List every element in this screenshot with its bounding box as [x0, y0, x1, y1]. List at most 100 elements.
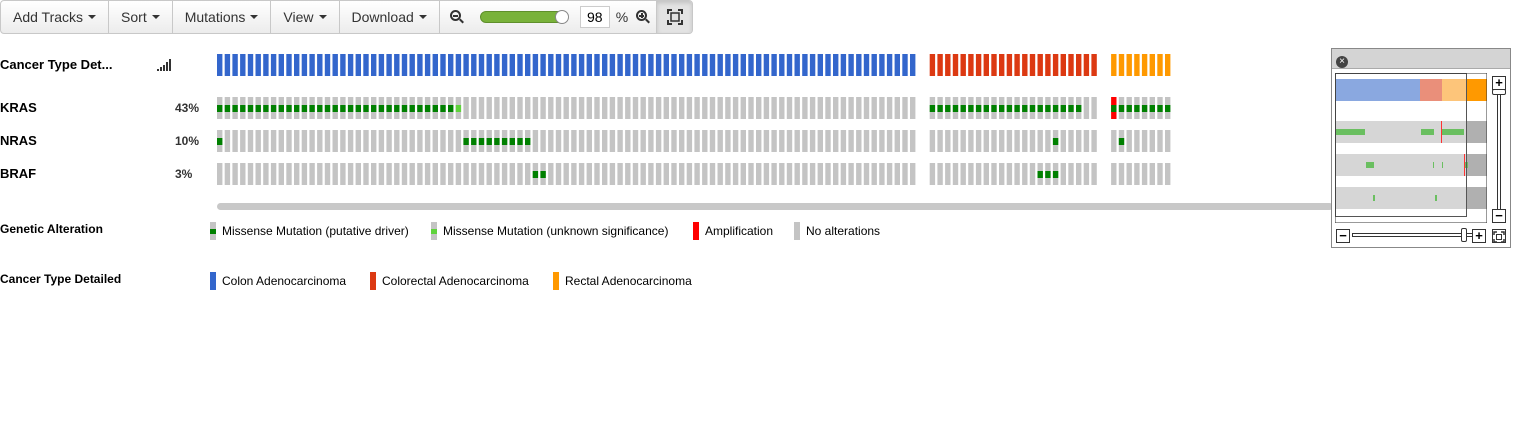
minimap-canvas[interactable] — [1335, 73, 1487, 223]
oncoprint-cell[interactable] — [756, 163, 762, 185]
view-button[interactable]: View — [271, 1, 340, 33]
clinical-cell[interactable] — [740, 54, 746, 76]
oncoprint-cell[interactable] — [501, 97, 508, 119]
mutation-mark[interactable] — [1165, 105, 1171, 112]
clinical-cell[interactable] — [363, 54, 369, 76]
mutation-mark[interactable] — [945, 105, 951, 112]
oncoprint-cell[interactable] — [725, 163, 731, 185]
oncoprint-cell[interactable] — [1165, 130, 1171, 152]
add-tracks-button[interactable]: Add Tracks — [1, 1, 110, 33]
oncoprint-cell[interactable] — [748, 97, 754, 119]
oncoprint-cell[interactable] — [317, 163, 323, 185]
mutation-mark[interactable] — [501, 138, 508, 145]
clinical-cell[interactable] — [394, 54, 400, 76]
minimap-vertical-zoom-track[interactable] — [1497, 91, 1501, 211]
oncoprint-cell[interactable] — [910, 97, 916, 119]
download-button[interactable]: Download — [340, 1, 440, 33]
oncoprint-cell[interactable] — [263, 163, 269, 185]
oncoprint-cell[interactable] — [848, 130, 854, 152]
mutation-mark[interactable] — [401, 105, 408, 112]
oncoprint-cell[interactable] — [1126, 130, 1132, 152]
oncoprint-cell[interactable] — [471, 97, 477, 119]
oncoprint-cell[interactable] — [902, 97, 908, 119]
oncoprint-cell[interactable] — [1076, 130, 1082, 152]
oncoprint-cell[interactable] — [902, 130, 908, 152]
mutation-mark[interactable] — [952, 105, 959, 112]
mutation-mark[interactable] — [1029, 105, 1036, 112]
oncoprint-cell[interactable] — [240, 130, 246, 152]
oncoprint-cell[interactable] — [894, 163, 900, 185]
oncoprint-cell[interactable] — [709, 97, 716, 119]
clinical-cell[interactable] — [725, 54, 731, 76]
oncoprint-cell[interactable] — [725, 97, 731, 119]
oncoprint-cell[interactable] — [879, 163, 885, 185]
mutation-mark[interactable] — [471, 138, 477, 145]
oncoprint-cell[interactable] — [617, 130, 623, 152]
oncoprint-cell[interactable] — [378, 130, 385, 152]
oncoprint-cell[interactable] — [1014, 130, 1020, 152]
oncoprint-cell[interactable] — [732, 130, 739, 152]
mutation-mark[interactable] — [937, 105, 943, 112]
oncoprint-cell[interactable] — [578, 163, 585, 185]
clinical-cell[interactable] — [1029, 54, 1036, 76]
oncoprint-cell[interactable] — [340, 130, 346, 152]
oncoprint-cell[interactable] — [771, 163, 777, 185]
clinical-cell[interactable] — [833, 54, 839, 76]
oncoprint-cell[interactable] — [802, 163, 808, 185]
mutation-mark[interactable] — [983, 105, 989, 112]
oncoprint-cell[interactable] — [625, 130, 631, 152]
clinical-cell[interactable] — [332, 54, 338, 76]
mutation-mark[interactable] — [217, 138, 223, 145]
oncoprint-cell[interactable] — [817, 97, 823, 119]
oncoprint-cell[interactable] — [455, 130, 462, 152]
oncoprint-cell[interactable] — [371, 130, 377, 152]
clinical-cell[interactable] — [825, 54, 831, 76]
zoom-slider-handle[interactable] — [554, 10, 569, 24]
mutation-mark[interactable] — [247, 105, 254, 112]
clinical-cell[interactable] — [848, 54, 854, 76]
oncoprint-cell[interactable] — [991, 130, 997, 152]
oncoprint-cell[interactable] — [270, 130, 277, 152]
clinical-cell[interactable] — [1126, 54, 1132, 76]
oncoprint-cell[interactable] — [763, 97, 770, 119]
oncoprint-cell[interactable] — [309, 163, 315, 185]
clinical-cell[interactable] — [879, 54, 885, 76]
clinical-cell[interactable] — [1068, 54, 1074, 76]
oncoprint-cell[interactable] — [486, 163, 492, 185]
oncoprint-cell[interactable] — [594, 97, 600, 119]
clinical-cell[interactable] — [424, 54, 431, 76]
mutation-mark[interactable] — [1126, 105, 1132, 112]
oncoprint-cell[interactable] — [255, 163, 261, 185]
oncoprint-cell[interactable] — [594, 130, 600, 152]
clinical-cell[interactable] — [894, 54, 900, 76]
clinical-cell[interactable] — [817, 54, 823, 76]
oncoprint-cell[interactable] — [732, 163, 739, 185]
oncoprint-cell[interactable] — [494, 97, 500, 119]
mutations-button[interactable]: Mutations — [173, 1, 272, 33]
oncoprint-cell[interactable] — [217, 163, 223, 185]
oncoprint-cell[interactable] — [1006, 163, 1013, 185]
oncoprint-cell[interactable] — [340, 163, 346, 185]
mutation-mark[interactable] — [1118, 138, 1125, 145]
oncoprint-cell[interactable] — [486, 97, 492, 119]
oncoprint-cell[interactable] — [247, 163, 254, 185]
oncoprint-cell[interactable] — [1083, 97, 1090, 119]
oncoprint-cell[interactable] — [786, 130, 793, 152]
oncoprint-cell[interactable] — [247, 130, 254, 152]
oncoprint-cell[interactable] — [232, 130, 238, 152]
oncoprint-cell[interactable] — [1111, 163, 1117, 185]
mutation-mark[interactable] — [1052, 138, 1059, 145]
oncoprint-cell[interactable] — [424, 130, 431, 152]
clinical-cell[interactable] — [1076, 54, 1082, 76]
clinical-cell[interactable] — [263, 54, 269, 76]
clinical-cell[interactable] — [1060, 54, 1066, 76]
mutation-mark[interactable] — [363, 105, 369, 112]
oncoprint-cell[interactable] — [809, 163, 816, 185]
oncoprint-cell[interactable] — [640, 163, 646, 185]
oncoprint-cell[interactable] — [232, 163, 238, 185]
mutation-mark[interactable] — [448, 105, 454, 112]
oncoprint-cell[interactable] — [548, 97, 554, 119]
oncoprint-cell[interactable] — [309, 130, 315, 152]
oncoprint-cell[interactable] — [929, 130, 936, 152]
clinical-cell[interactable] — [371, 54, 377, 76]
